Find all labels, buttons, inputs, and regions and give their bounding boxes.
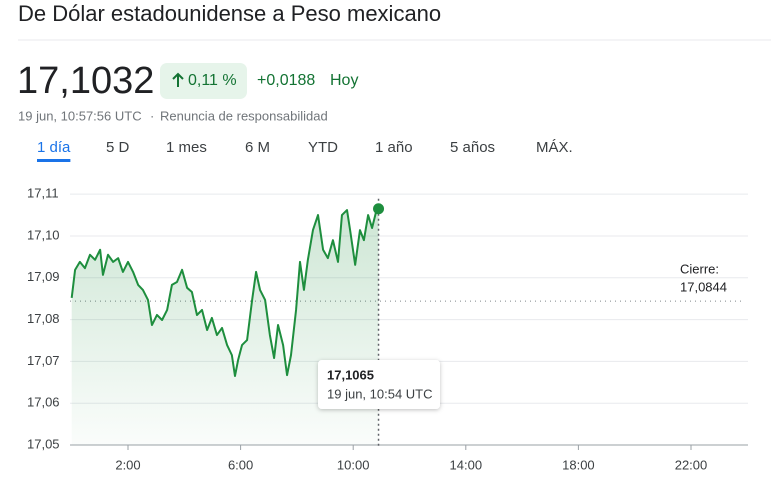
reference-value: 17,0844 <box>680 280 727 295</box>
hover-point <box>373 203 385 215</box>
change: +0,0188 <box>257 72 315 89</box>
x-tick-label: 18:00 <box>562 457 595 472</box>
tab[interactable]: 6 M <box>245 139 270 156</box>
x-tick-label: 10:00 <box>337 457 370 472</box>
period: Hoy <box>330 72 358 89</box>
y-tick-label: 17,10 <box>27 227 60 242</box>
title: De Dólar estadounidense a Peso mexicano <box>18 1 441 26</box>
x-tick-label: 2:00 <box>115 457 140 472</box>
tooltip-box <box>318 360 440 409</box>
tab[interactable]: 5 D <box>106 139 130 156</box>
up-arrow <box>172 72 184 87</box>
y-tick-label: 17,05 <box>27 436 60 451</box>
y-tick-label: 17,09 <box>27 269 60 284</box>
change-percent: 0,11 % <box>188 72 237 89</box>
tooltip-value: 17,1065 <box>327 367 374 382</box>
tab[interactable]: 5 años <box>450 139 495 156</box>
disclaimer[interactable]: Renuncia de responsabilidad <box>160 108 328 123</box>
tooltip-time: 19 jun, 10:54 UTC <box>327 386 433 401</box>
y-tick-label: 17,07 <box>27 353 60 368</box>
area-fill <box>71 208 379 445</box>
y-tick-label: 17,06 <box>27 395 60 410</box>
x-tick-label: 14:00 <box>450 457 483 472</box>
y-tick-label: 17,08 <box>27 311 60 326</box>
x-tick-label: 6:00 <box>228 457 253 472</box>
tab-underline <box>37 159 71 162</box>
tab[interactable]: YTD <box>308 139 338 156</box>
change-badge <box>160 63 247 99</box>
reference-label: Cierre: <box>680 262 719 277</box>
tab[interactable]: 1 día <box>37 139 71 156</box>
tab[interactable]: MÁX. <box>536 139 573 156</box>
tab[interactable]: 1 año <box>375 139 413 156</box>
price: 17,1032 <box>17 60 154 102</box>
tab[interactable]: 1 mes <box>166 139 207 156</box>
y-tick-label: 17,11 <box>27 186 59 201</box>
timestamp: 19 jun, 10:57:56 UTC <box>18 108 142 123</box>
price-line <box>70 208 380 378</box>
separator: · <box>150 108 154 123</box>
x-tick-label: 22:00 <box>675 457 708 472</box>
